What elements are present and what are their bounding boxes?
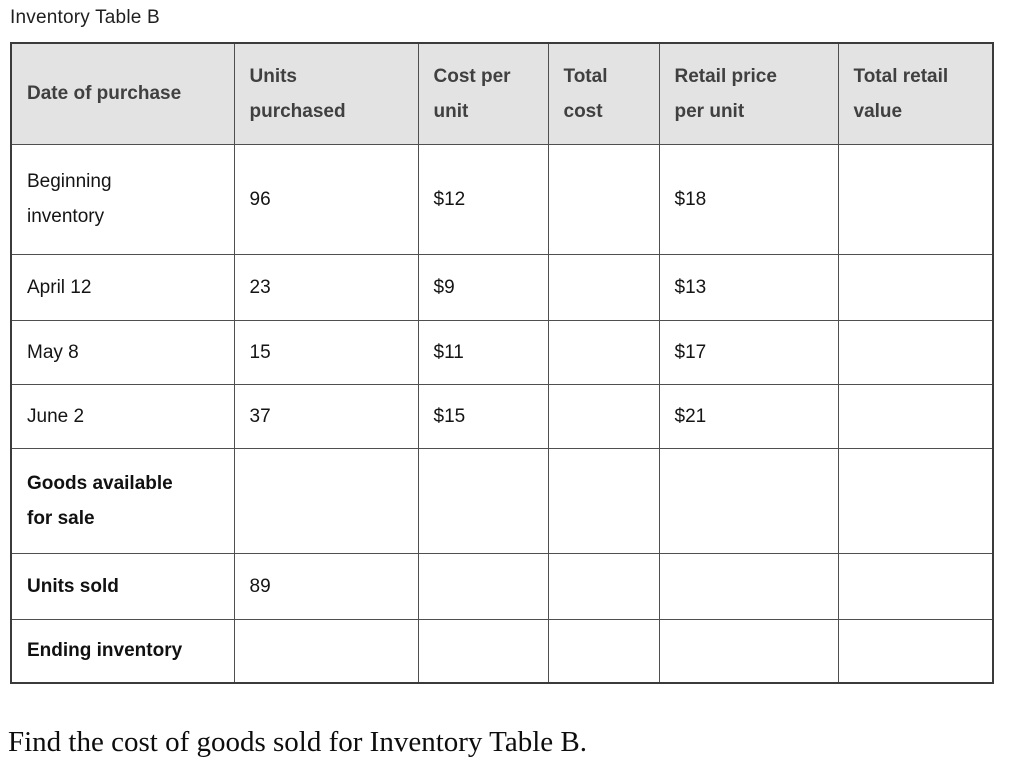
total-retail-cell bbox=[837, 253, 994, 321]
cost-cell: $12 bbox=[417, 143, 549, 255]
row-label-cell: Units sold bbox=[10, 552, 235, 620]
units-cell: 96 bbox=[233, 143, 419, 255]
cost-cell: $9 bbox=[417, 253, 549, 321]
retail-cell: $21 bbox=[658, 383, 839, 449]
row-label-cell: Ending inventory bbox=[10, 618, 235, 684]
question-text: Find the cost of goods sold for Inventor… bbox=[8, 726, 587, 758]
retail-cell: $17 bbox=[658, 319, 839, 385]
row-label-cell: Beginning inventory bbox=[10, 143, 235, 255]
cost-cell bbox=[417, 447, 549, 554]
units-cell: 15 bbox=[233, 319, 419, 385]
header-cell-total-cost: Total cost bbox=[547, 42, 660, 145]
table-row: Beginning inventory 96 $12 $18 bbox=[10, 143, 994, 255]
retail-cell bbox=[658, 552, 839, 620]
units-cell bbox=[233, 618, 419, 684]
total-retail-cell bbox=[837, 618, 994, 684]
header-cell-date: Date of purchase bbox=[10, 42, 235, 145]
retail-cell bbox=[658, 447, 839, 554]
retail-cell: $13 bbox=[658, 253, 839, 321]
table-row: May 8 15 $11 $17 bbox=[10, 319, 994, 385]
table-row: Ending inventory bbox=[10, 618, 994, 684]
units-cell: 23 bbox=[233, 253, 419, 321]
total-retail-cell bbox=[837, 552, 994, 620]
cost-cell bbox=[417, 552, 549, 620]
header-cell-units: Units purchased bbox=[233, 42, 419, 145]
table-row: Goods available for sale bbox=[10, 447, 994, 554]
retail-cell bbox=[658, 618, 839, 684]
total-cost-cell bbox=[547, 383, 660, 449]
inventory-table: Date of purchase Units purchased Cost pe… bbox=[10, 42, 994, 684]
header-row: Date of purchase Units purchased Cost pe… bbox=[10, 42, 994, 145]
header-cell-cost: Cost per unit bbox=[417, 42, 549, 145]
total-cost-cell bbox=[547, 552, 660, 620]
row-label-cell: Goods available for sale bbox=[10, 447, 235, 554]
row-label-cell: May 8 bbox=[10, 319, 235, 385]
units-cell: 89 bbox=[233, 552, 419, 620]
total-cost-cell bbox=[547, 143, 660, 255]
total-cost-cell bbox=[547, 447, 660, 554]
retail-cell: $18 bbox=[658, 143, 839, 255]
total-retail-cell bbox=[837, 447, 994, 554]
row-label-cell: April 12 bbox=[10, 253, 235, 321]
total-cost-cell bbox=[547, 253, 660, 321]
page-title: Inventory Table B bbox=[10, 7, 160, 28]
table-row: Units sold 89 bbox=[10, 552, 994, 620]
total-retail-cell bbox=[837, 143, 994, 255]
units-cell: 37 bbox=[233, 383, 419, 449]
cost-cell: $15 bbox=[417, 383, 549, 449]
total-cost-cell bbox=[547, 319, 660, 385]
row-label-cell: June 2 bbox=[10, 383, 235, 449]
table-row: April 12 23 $9 $13 bbox=[10, 253, 994, 321]
cost-cell bbox=[417, 618, 549, 684]
total-cost-cell bbox=[547, 618, 660, 684]
units-cell bbox=[233, 447, 419, 554]
header-cell-retail: Retail price per unit bbox=[658, 42, 839, 145]
total-retail-cell bbox=[837, 319, 994, 385]
total-retail-cell bbox=[837, 383, 994, 449]
table-row: June 2 37 $15 $21 bbox=[10, 383, 994, 449]
cost-cell: $11 bbox=[417, 319, 549, 385]
header-cell-total-retail: Total retail value bbox=[837, 42, 994, 145]
